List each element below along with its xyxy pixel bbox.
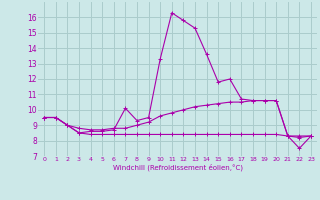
X-axis label: Windchill (Refroidissement éolien,°C): Windchill (Refroidissement éolien,°C) bbox=[113, 164, 243, 171]
